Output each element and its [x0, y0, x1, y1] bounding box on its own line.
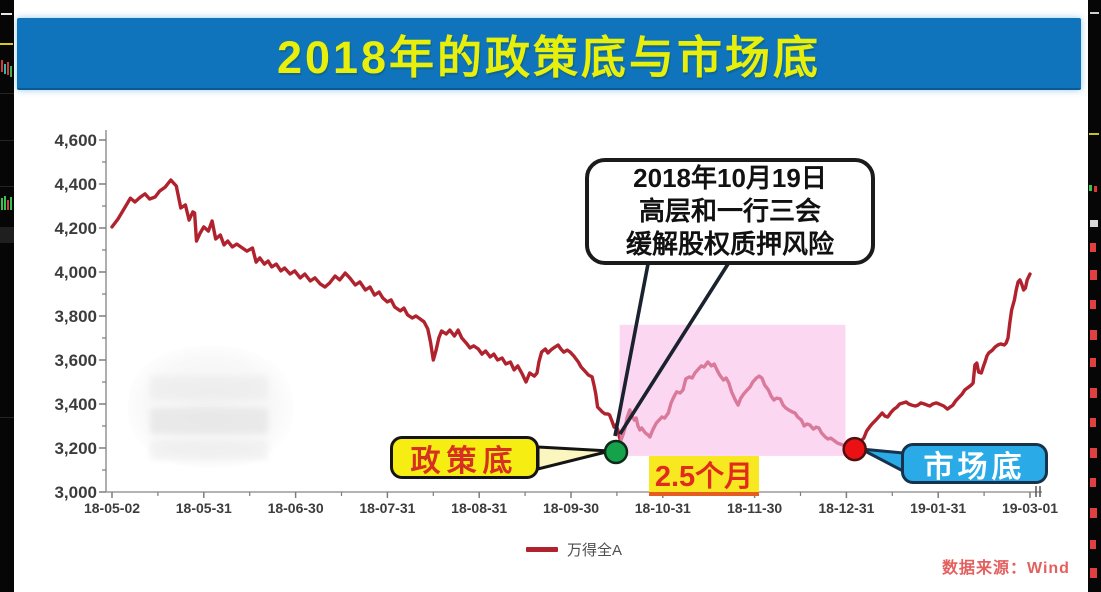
duration-highlight: 2.5个月 — [649, 456, 759, 496]
artifact-glyph — [1090, 568, 1097, 578]
blurred-watermark — [128, 346, 293, 468]
artifact-glyph — [1090, 330, 1097, 340]
annotation-bubble: 2018年10月19日 高层和一行三会 缓解股权质押风险 — [585, 158, 875, 265]
artifact-bars — [10, 197, 12, 210]
title-banner: 2018年的政策底与市场底 — [17, 18, 1081, 90]
artifact-candles — [10, 66, 12, 77]
artifact-dash — [1, 13, 12, 15]
artifact-glyph — [1090, 300, 1096, 309]
policy-callout-pointer — [536, 445, 611, 471]
x-tick-label: 18-06-30 — [268, 500, 324, 516]
artifact-glyph — [1090, 540, 1096, 549]
x-tick-label: 19-01-31 — [910, 500, 966, 516]
artifact-glyph — [1090, 448, 1097, 458]
x-tick-label: 18-10-31 — [635, 500, 691, 516]
y-tick-label: 4,000 — [54, 263, 97, 282]
x-tick-label: 18-08-31 — [451, 500, 507, 516]
artifact-dash — [1089, 133, 1099, 135]
artifact-candles — [1, 60, 3, 72]
x-tick-label: 18-07-31 — [359, 500, 415, 516]
artifact-glyph — [1090, 270, 1097, 280]
annotation-line-3: 缓解股权质押风险 — [625, 229, 834, 259]
artifact-glyph — [1090, 478, 1096, 487]
bubble-tail-line — [613, 263, 650, 437]
annotation-line-1: 2018年10月19日 — [633, 163, 827, 193]
price-line — [110, 178, 1032, 451]
right-edge-artifact-strip — [1088, 0, 1101, 592]
artifact-glyph — [1090, 388, 1097, 398]
watermark-band — [150, 440, 268, 460]
bubble-tail-line — [618, 263, 730, 435]
artifact-separator — [0, 186, 14, 187]
market-bottom-callout: 市场底 — [901, 443, 1048, 484]
y-tick-label: 4,400 — [54, 175, 97, 194]
duration-text: 2.5个月 — [654, 461, 754, 493]
artifact-glyph — [1090, 243, 1096, 252]
x-tick-label: 19-03-01 — [1002, 500, 1058, 516]
watermark-band — [150, 408, 268, 434]
chart-legend: 万得全A — [106, 538, 1042, 560]
artifact-dash — [0, 43, 13, 45]
artifact-glyph — [1090, 220, 1098, 227]
y-tick-label: 3,200 — [54, 439, 97, 458]
x-tick-label: 18-11-30 — [727, 500, 782, 516]
artifact-separator — [0, 417, 14, 418]
y-tick-label: 3,800 — [54, 307, 97, 326]
x-tick-label: 18-12-31 — [818, 500, 874, 516]
x-tick-label: 18-05-02 — [84, 500, 140, 516]
market-bottom-dot — [842, 436, 867, 462]
y-tick-label: 4,600 — [54, 131, 97, 150]
artifact-tick — [1089, 185, 1092, 191]
y-tick-label: 4,200 — [54, 219, 97, 238]
x-tick-label: 18-05-31 — [176, 500, 232, 516]
artifact-separator — [0, 140, 14, 141]
data-source: 数据来源：Wind — [942, 560, 1070, 577]
artifact-candles — [4, 64, 6, 74]
page-title: 2018年的政策底与市场底 — [276, 31, 822, 83]
artifact-glyph — [1090, 418, 1096, 427]
artifact-bars — [7, 200, 9, 210]
y-tick-label: 3,600 — [54, 351, 97, 370]
artifact-bars — [4, 196, 6, 210]
left-edge-artifact-strip — [0, 0, 14, 592]
market-bottom-text: 市场底 — [923, 450, 1026, 484]
highlight-region — [619, 324, 846, 456]
artifact-block — [0, 227, 14, 243]
policy-bottom-text: 政策底 — [410, 444, 519, 478]
annotation-line-2: 高层和一行三会 — [638, 196, 821, 226]
artifact-candles — [7, 62, 9, 75]
policy-bottom-callout: 政策底 — [390, 436, 539, 479]
legend-line-swatch — [525, 546, 558, 552]
artifact-separator — [0, 93, 14, 94]
policy-bottom-dot — [603, 439, 629, 465]
y-tick-label: 3,400 — [54, 395, 97, 414]
artifact-glyph — [1090, 358, 1096, 367]
watermark-band — [150, 376, 268, 400]
artifact-glyph — [1090, 508, 1097, 518]
legend-series-label: 万得全A — [566, 541, 622, 559]
artifact-dash — [1090, 12, 1099, 14]
artifact-tick — [1094, 186, 1097, 192]
y-tick-label: 3,000 — [54, 483, 97, 502]
x-tick-label: 18-09-30 — [543, 500, 599, 516]
artifact-bars — [1, 198, 3, 210]
market-callout-pointer — [860, 447, 905, 474]
